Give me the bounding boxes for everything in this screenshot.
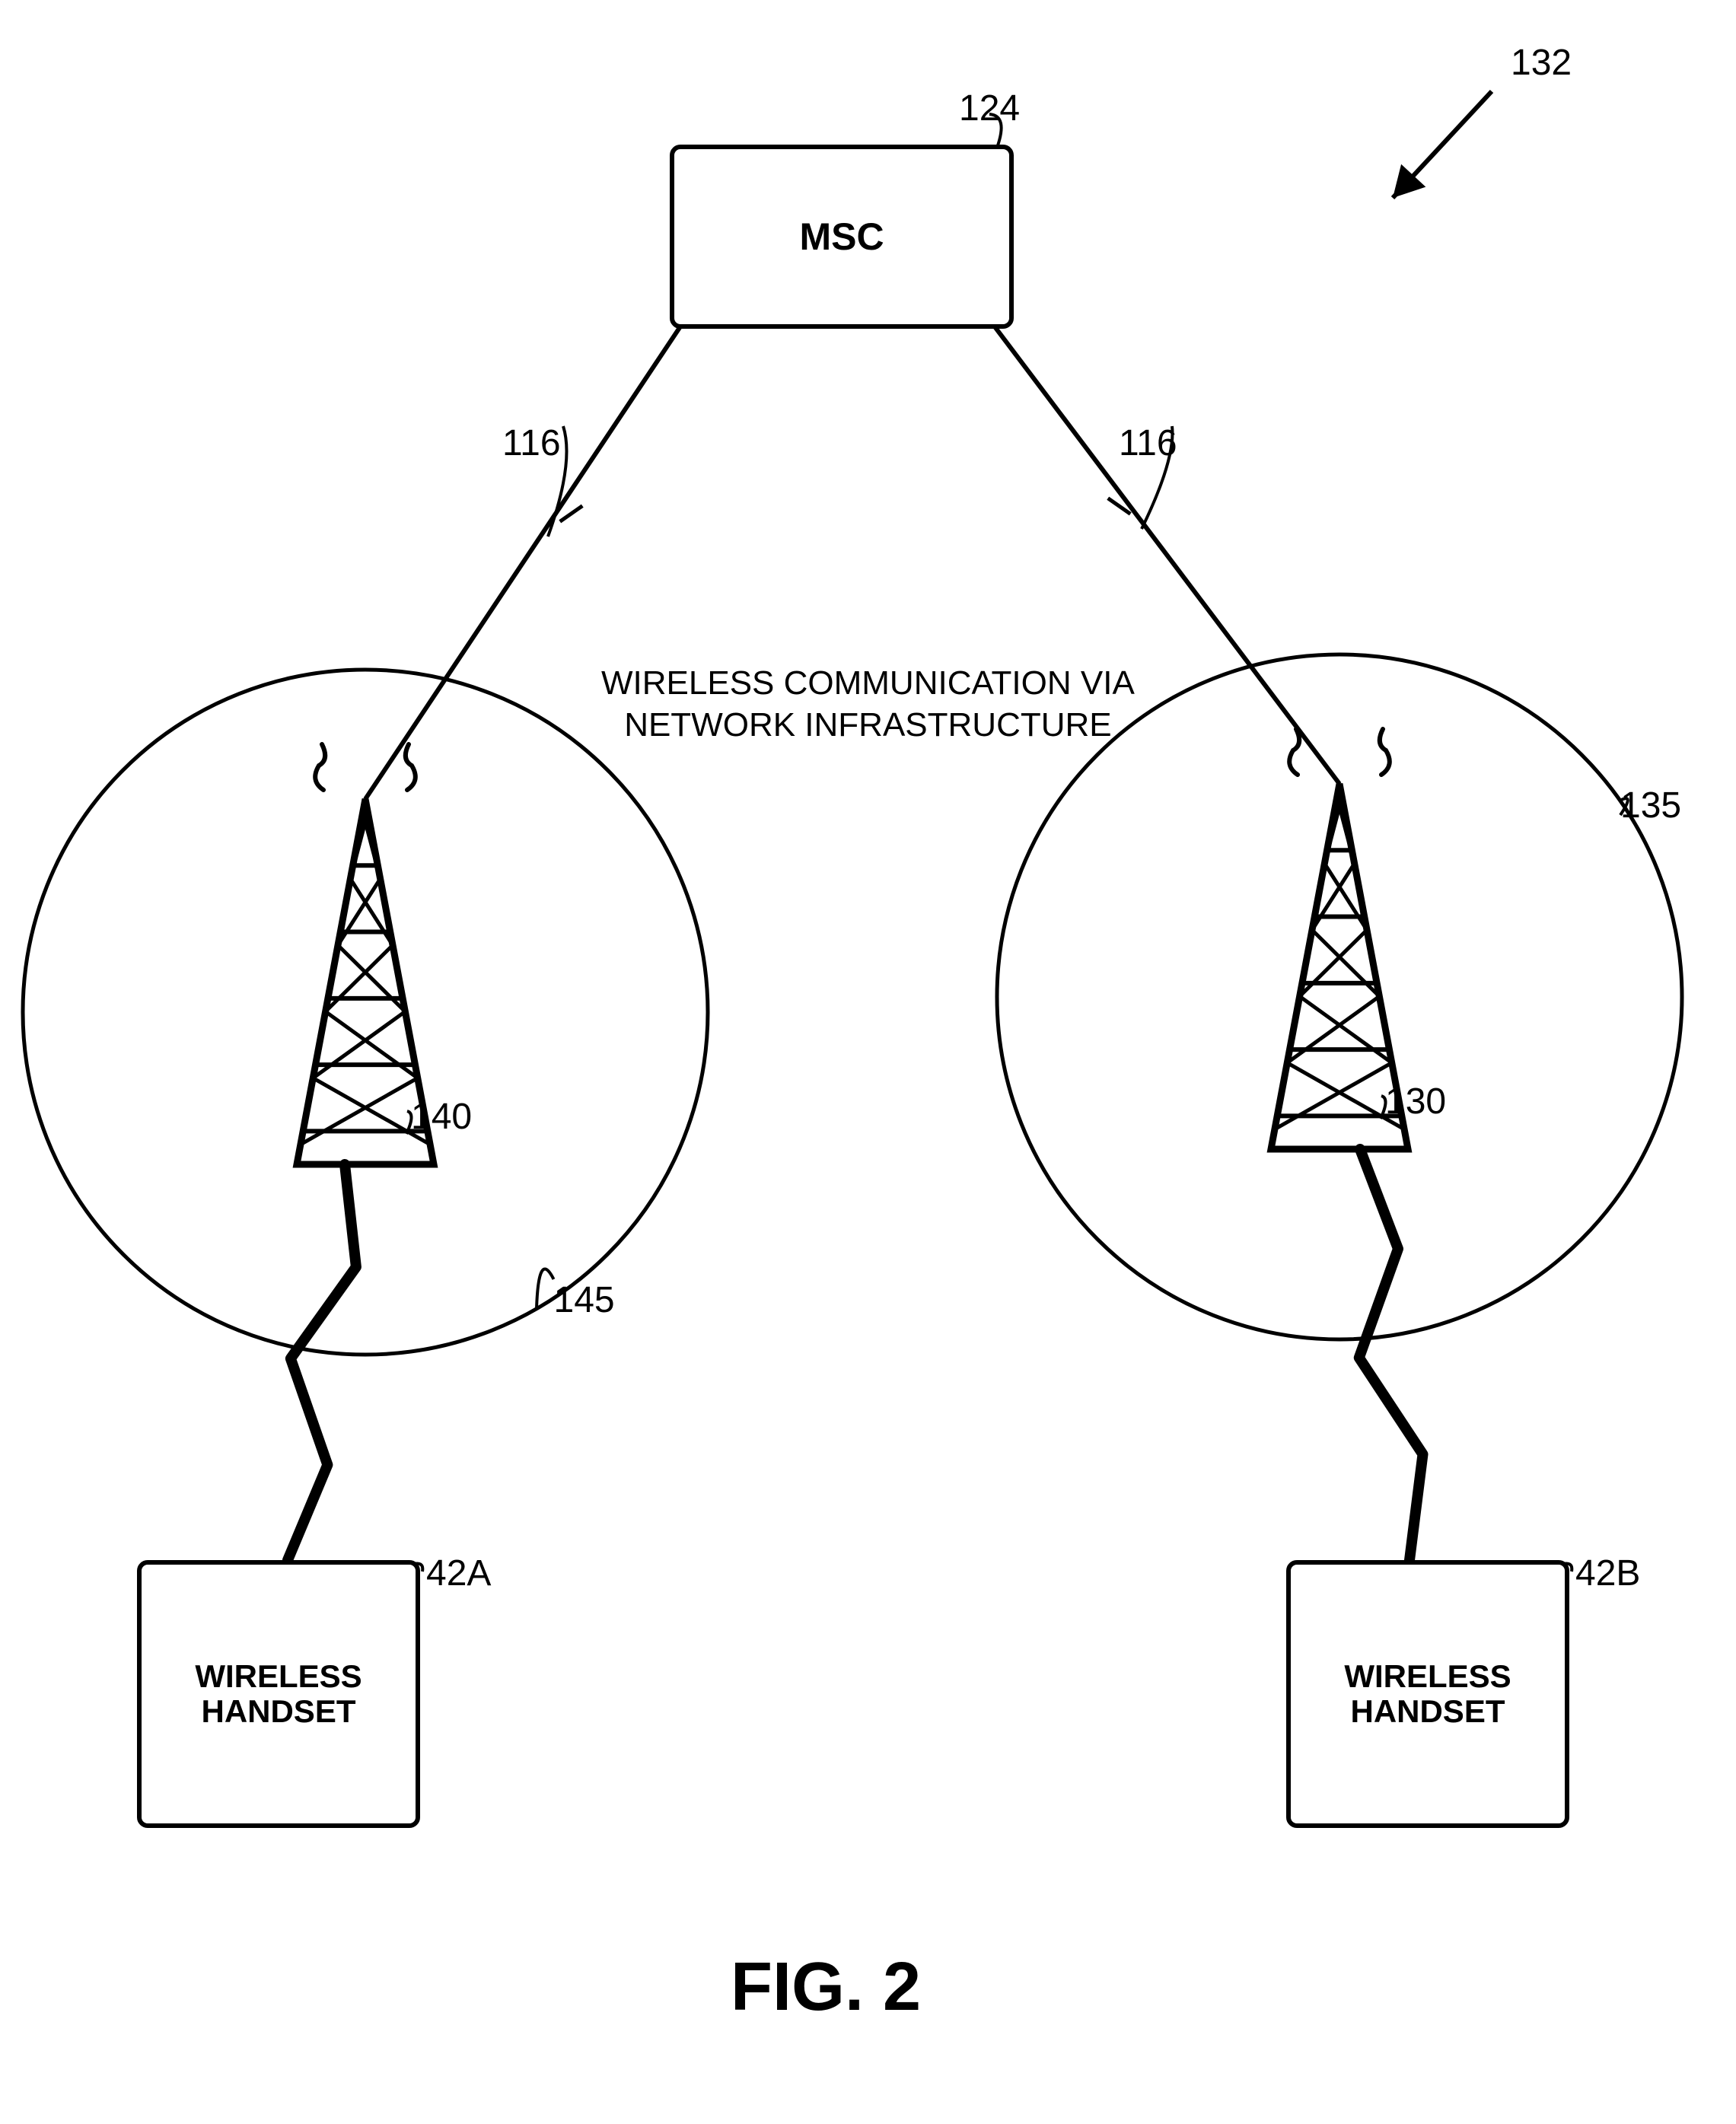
msc-box: MSC — [670, 145, 1014, 329]
ref-116-right: 116 — [1119, 422, 1177, 464]
system-ref-arrow — [1393, 91, 1492, 198]
diagram-stage: MSC WIRELESS HANDSET WIRELESS HANDSET WI… — [0, 0, 1736, 2124]
cell-left — [23, 670, 708, 1355]
figure-label: FIG. 2 — [731, 1948, 921, 2027]
handset-a-label: WIRELESS HANDSET — [195, 1659, 362, 1729]
ref-116-left: 116 — [502, 422, 561, 464]
rf-link-right — [1359, 1149, 1423, 1560]
ref-42b: 42B — [1575, 1552, 1640, 1594]
ref-135: 135 — [1620, 785, 1681, 826]
ref-42a: 42A — [426, 1552, 491, 1594]
cell-right — [997, 654, 1682, 1339]
wireless-handset-a-box: WIRELESS HANDSET — [137, 1560, 420, 1828]
ref-leader-lines — [406, 114, 1628, 1572]
ref-140: 140 — [411, 1096, 472, 1138]
handset-b-label: WIRELESS HANDSET — [1344, 1659, 1511, 1729]
wireless-handset-b-box: WIRELESS HANDSET — [1286, 1560, 1569, 1828]
rf-link-left — [288, 1164, 356, 1560]
ref-145: 145 — [554, 1279, 615, 1321]
ref-132: 132 — [1511, 42, 1572, 84]
center-caption: WIRELESS COMMUNICATION VIA NETWORK INFRA… — [601, 662, 1135, 746]
ref-130: 130 — [1385, 1081, 1446, 1123]
msc-label: MSC — [799, 216, 884, 258]
ref-124: 124 — [959, 88, 1020, 129]
